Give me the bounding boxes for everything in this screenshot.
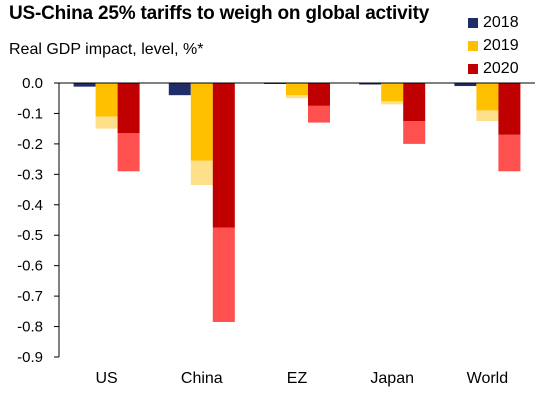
y-tick-label: -0.5 xyxy=(17,227,43,244)
bar-range-2020-china xyxy=(212,227,235,322)
legend-label-2018: 2018 xyxy=(483,13,519,31)
bar-2020-japan xyxy=(403,83,426,122)
y-tick-label: -0.3 xyxy=(17,166,43,183)
bar-2018-us xyxy=(73,83,96,87)
bar-2019-us xyxy=(95,83,118,117)
chart-title: US-China 25% tariffs to weigh on global … xyxy=(9,3,430,24)
bar-2020-world xyxy=(498,83,521,135)
y-tick-label: -0.4 xyxy=(17,197,43,214)
x-category-label: China xyxy=(181,370,223,387)
chart-subtitle: Real GDP impact, level, %* xyxy=(9,41,204,58)
bar-2018-china xyxy=(168,83,191,96)
bar-2020-ez xyxy=(308,83,330,106)
bar-range-2020-ez xyxy=(308,105,330,123)
x-category-label: World xyxy=(467,370,509,387)
y-tick-label: -0.6 xyxy=(17,258,43,275)
legend-swatch-2018 xyxy=(468,17,478,28)
legend-item-2020: 2020 xyxy=(468,57,519,80)
y-tick-label: -0.9 xyxy=(17,349,43,366)
legend-item-2019: 2019 xyxy=(468,34,519,57)
x-category-label: US xyxy=(95,370,117,387)
bar-range-2019-japan xyxy=(381,101,404,105)
bar-2019-world xyxy=(476,83,499,111)
bar-range-2020-us xyxy=(117,133,140,172)
legend-item-2018: 2018 xyxy=(468,11,519,34)
bar-2018-japan xyxy=(359,83,382,85)
bar-range-2019-world xyxy=(476,110,499,122)
legend-swatch-2020 xyxy=(468,63,478,74)
y-tick-label: 0.0 xyxy=(22,75,43,92)
legend-label-2020: 2020 xyxy=(483,59,519,77)
bar-2020-china xyxy=(212,83,235,228)
y-tick-label: -0.8 xyxy=(17,319,43,336)
chart-legend: 2018 2019 2020 xyxy=(468,11,519,80)
y-tick-label: -0.2 xyxy=(17,136,43,153)
bar-2019-china xyxy=(190,83,213,161)
bar-range-2019-ez xyxy=(286,95,308,99)
bar-2018-world xyxy=(454,83,477,87)
bar-range-2020-world xyxy=(498,134,521,172)
legend-label-2019: 2019 xyxy=(483,36,519,54)
y-tick-label: -0.1 xyxy=(17,105,43,122)
bar-range-2019-china xyxy=(190,160,213,185)
bar-2019-ez xyxy=(286,83,308,96)
legend-swatch-2019 xyxy=(468,40,478,51)
bar-range-2020-japan xyxy=(403,121,426,144)
x-category-label: EZ xyxy=(287,370,308,387)
bar-2020-us xyxy=(117,83,140,134)
x-category-label: Japan xyxy=(370,370,414,387)
bar-2019-japan xyxy=(381,83,404,102)
bar-range-2019-us xyxy=(95,116,118,129)
y-tick-label: -0.7 xyxy=(17,288,43,305)
